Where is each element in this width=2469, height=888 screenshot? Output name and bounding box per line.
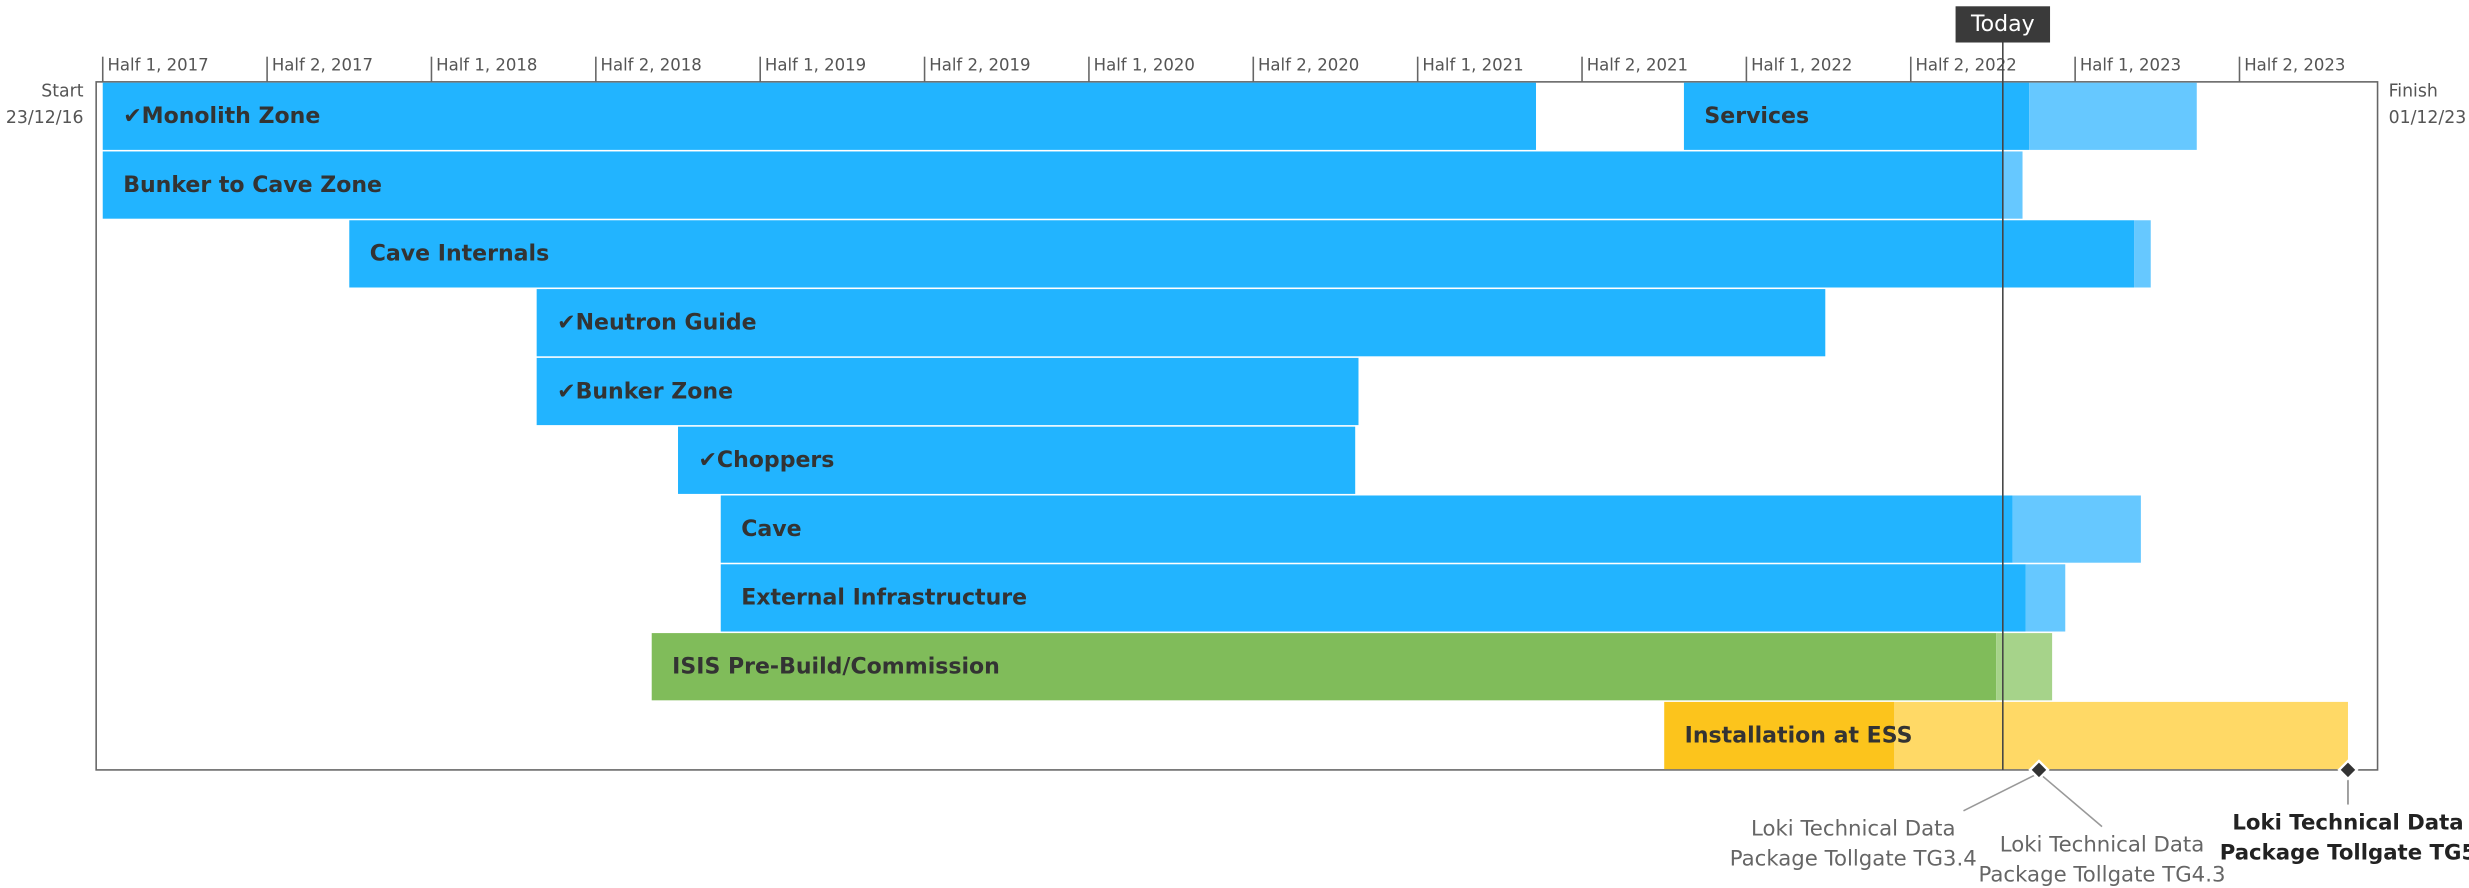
- bar-label: External Infrastructure: [741, 586, 1027, 611]
- bar-done: [102, 151, 2003, 219]
- leader-line: [1963, 772, 2040, 812]
- bar-done: [536, 289, 1826, 357]
- x-tick-label: Half 1, 2022: [1751, 56, 1852, 75]
- x-tick-label: Half 1, 2019: [765, 56, 866, 75]
- today-label: Today: [1970, 12, 2035, 37]
- x-tick-label: Half 1, 2023: [2080, 56, 2181, 75]
- finish-date: 01/12/23: [2389, 108, 2467, 128]
- bar-remaining: [2025, 564, 2066, 632]
- bar-label: Services: [1704, 104, 1809, 129]
- bar-label: ✔Bunker Zone: [557, 379, 733, 404]
- start-label: Start: [41, 81, 83, 101]
- bar-done: [720, 495, 2013, 563]
- x-tick-label: Half 2, 2018: [601, 56, 702, 75]
- x-tick-label: Half 2, 2023: [2244, 56, 2345, 75]
- start-date: 23/12/16: [6, 108, 84, 128]
- milestone-label: Package Tollgate TG5: [2220, 840, 2469, 865]
- bar-label: Cave: [741, 517, 801, 542]
- bar-done: [102, 82, 1537, 150]
- x-tick-label: Half 2, 2020: [1258, 56, 1359, 75]
- bar-label: Installation at ESS: [1685, 723, 1913, 748]
- bar-label: ✔Monolith Zone: [123, 104, 320, 129]
- milestone: [2028, 759, 2050, 781]
- bar-done: [720, 564, 2026, 632]
- x-tick-label: Half 1, 2021: [1422, 56, 1523, 75]
- bar-done: [651, 633, 1997, 701]
- leader-line: [2038, 772, 2103, 828]
- bar-remaining: [2002, 151, 2023, 219]
- finish-label: Finish: [2389, 81, 2438, 101]
- bar-remaining: [2134, 220, 2151, 288]
- x-tick-label: Half 2, 2019: [929, 56, 1030, 75]
- milestone-label: Package Tollgate TG4.3: [1979, 862, 2226, 887]
- bar-done: [536, 357, 1359, 426]
- bar-label: ISIS Pre-Build/Commission: [672, 654, 1000, 679]
- bar-remaining: [1894, 701, 2348, 770]
- milestone-label: Loki Technical Data: [2000, 832, 2205, 857]
- x-tick-label: Half 1, 2017: [107, 56, 208, 75]
- bar-done: [678, 426, 1356, 494]
- bar-remaining: [2012, 495, 2141, 563]
- today-box: [1955, 6, 2051, 43]
- milestone-label: Loki Technical Data: [1751, 817, 1956, 842]
- bar-done: [349, 220, 2135, 288]
- x-tick-label: Half 2, 2017: [272, 56, 373, 75]
- bar-label: Bunker to Cave Zone: [123, 173, 382, 198]
- milestone-label: Loki Technical Data: [2232, 810, 2463, 835]
- milestone-label: Package Tollgate TG3.4: [1730, 847, 1977, 872]
- x-tick-label: Half 1, 2018: [436, 56, 537, 75]
- milestone: [2337, 759, 2359, 781]
- bar-done: [1683, 82, 2030, 150]
- x-tick-label: Half 1, 2020: [1094, 56, 1195, 75]
- bar-label: ✔Choppers: [698, 448, 834, 473]
- bar-label: ✔Neutron Guide: [557, 310, 756, 335]
- bar-done: [1664, 701, 1895, 770]
- bar-remaining: [2029, 82, 2197, 150]
- x-tick-label: Half 2, 2021: [1587, 56, 1688, 75]
- bar-label: Cave Internals: [370, 242, 549, 267]
- x-tick-label: Half 2, 2022: [1915, 56, 2016, 75]
- chart-frame: [95, 81, 2379, 771]
- bar-remaining: [1996, 633, 2053, 701]
